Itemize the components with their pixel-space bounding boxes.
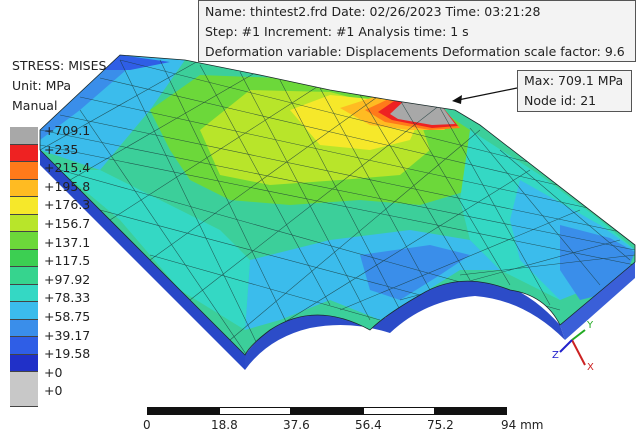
legend-swatch (10, 319, 38, 337)
max-pointer-arrow (452, 87, 518, 104)
legend-label: +709.1 (44, 123, 91, 138)
legend-swatch (10, 284, 38, 302)
scale-tick-label: 18.8 (211, 418, 238, 432)
legend-label: +58.75 (44, 308, 91, 324)
legend-colorbar (10, 127, 38, 407)
legend-swatch (10, 162, 38, 180)
legend-label: +97.92 (44, 271, 91, 287)
legend-swatch (10, 232, 38, 250)
legend-swatch (10, 302, 38, 320)
scale-bar (147, 407, 507, 417)
legend-swatch (10, 197, 38, 215)
legend-label: +117.5 (44, 253, 91, 269)
legend-swatch (10, 144, 38, 162)
scale-segment (363, 407, 435, 415)
max-node-label: Node id: 21 (524, 93, 597, 108)
legend-swatch (10, 127, 38, 145)
legend-label: +137.1 (44, 234, 91, 250)
plate-outline (39, 54, 636, 356)
scale-tick-label: 37.6 (283, 418, 310, 432)
scale-segment (147, 407, 219, 415)
info-line-name-date: Name: thintest2.frd Date: 02/26/2023 Tim… (205, 4, 541, 19)
scale-tick-label: 0 (143, 418, 151, 432)
legend-swatch (10, 179, 38, 197)
legend-label: +0 (44, 383, 63, 399)
info-line-step: Step: #1 Increment: #1 Analysis time: 1 … (205, 24, 469, 39)
legend-swatch (10, 249, 38, 267)
analysis-info-panel: Name: thintest2.frd Date: 02/26/2023 Tim… (198, 0, 636, 62)
legend-swatch (10, 337, 38, 355)
legend-label: +0 (44, 364, 63, 380)
legend-label: +156.7 (44, 215, 91, 231)
legend-label: +215.4 (44, 160, 91, 176)
scale-tick-label: 94 mm (501, 418, 544, 432)
legend-label: +39.17 (44, 327, 91, 343)
mesh-lines (40, 59, 635, 355)
legend-mode: Manual (12, 98, 58, 113)
legend-label: +176.3 (44, 197, 91, 213)
legend-label: +78.33 (44, 290, 91, 306)
max-value-callout: Max: 709.1 MPa Node id: 21 (517, 70, 632, 112)
plate-side (40, 150, 635, 370)
legend-swatch (10, 372, 38, 407)
scale-tick-label: 75.2 (427, 418, 454, 432)
legend-swatch (10, 354, 38, 372)
scale-segment (219, 407, 291, 415)
axis-z-label: Z (552, 350, 559, 361)
axis-y-label: Y (587, 320, 594, 331)
max-value-label: Max: 709.1 MPa (524, 73, 624, 88)
scale-segment (291, 407, 363, 415)
legend-label: +235 (44, 141, 79, 157)
scale-segment (435, 407, 507, 415)
legend-label: +195.8 (44, 178, 91, 194)
legend-swatch (10, 267, 38, 285)
legend-label: +19.58 (44, 346, 91, 362)
scale-tick-label: 56.4 (355, 418, 382, 432)
axis-x-label: X (587, 362, 594, 373)
legend-labels: +709.1 +235 +215.4 +195.8 +176.3 +156.7 +137.1… (44, 122, 90, 401)
axis-triad (559, 329, 586, 366)
info-line-deformation: Deformation variable: Displacements Defo… (205, 44, 625, 59)
legend-swatch (10, 214, 38, 232)
legend-title: STRESS: MISES (12, 58, 107, 73)
legend-unit: Unit: MPa (12, 78, 72, 93)
